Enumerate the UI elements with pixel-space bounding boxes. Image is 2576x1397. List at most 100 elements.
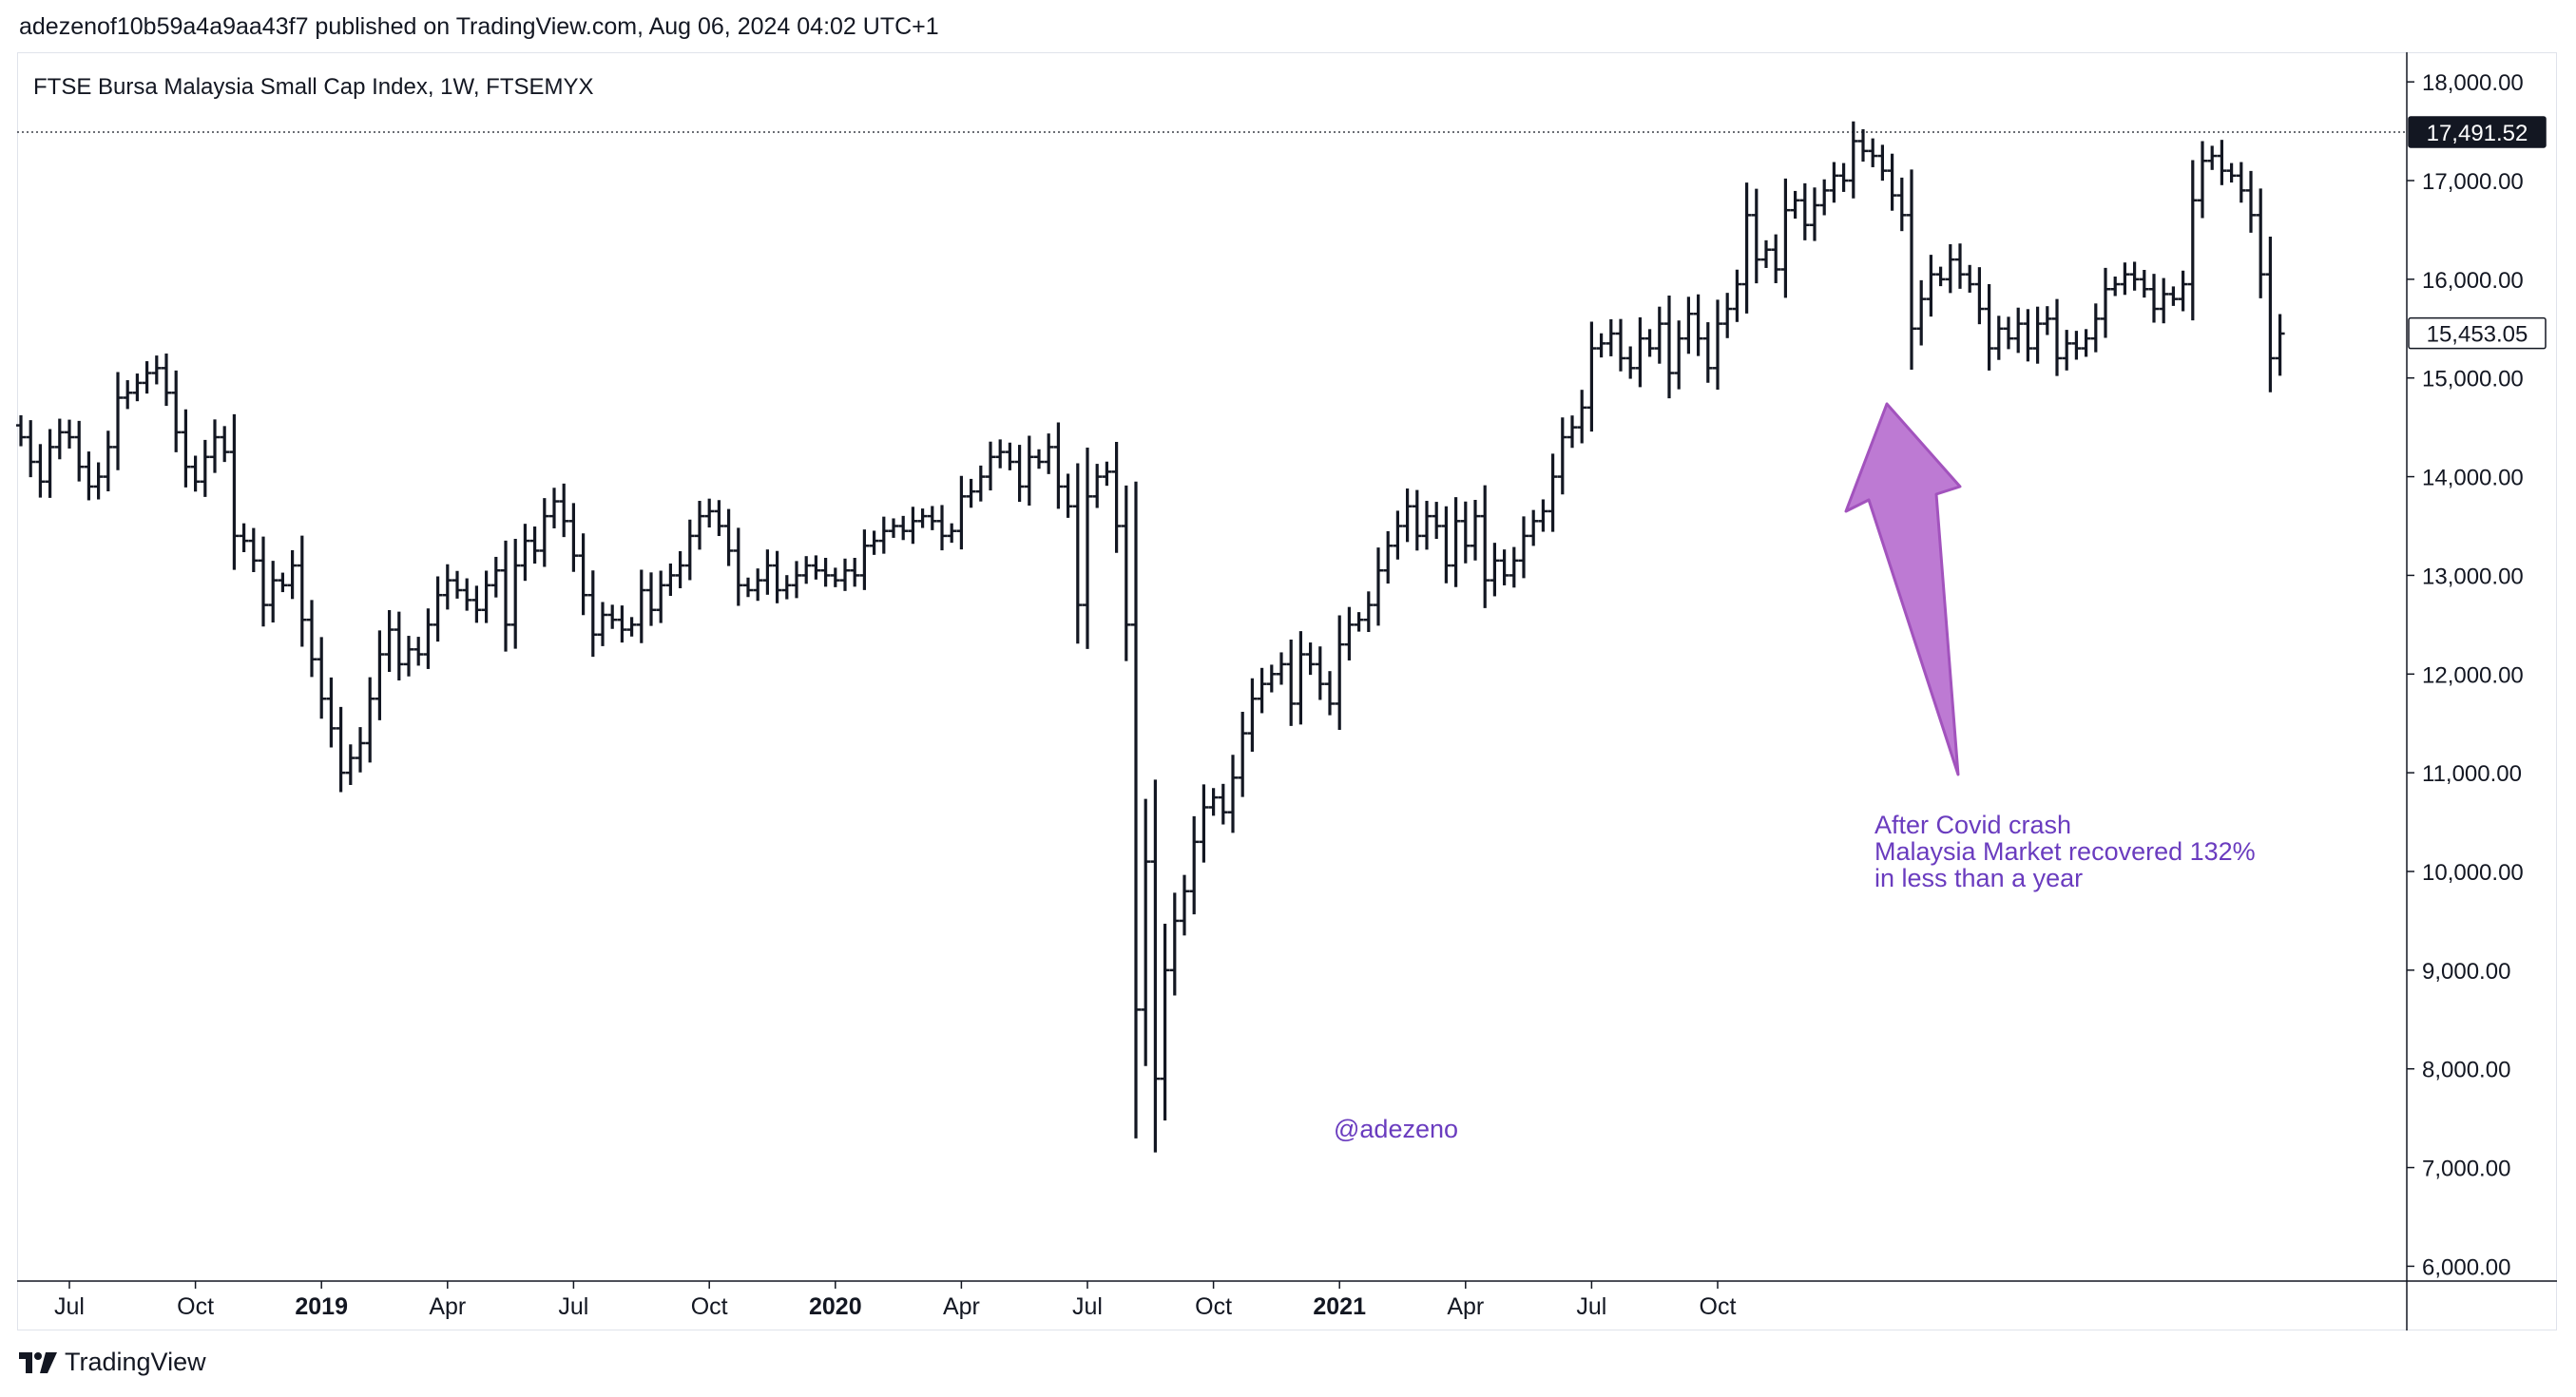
price-bar [1528,509,1539,546]
price-bar [1838,163,1849,192]
price-bar [229,413,240,570]
price-bar [103,431,113,492]
price-bar [365,677,375,763]
price-bar [1557,417,1567,495]
price-bar [1131,481,1141,1139]
time-tick-label: 2019 [295,1293,348,1320]
time-tick-label: Oct [1195,1293,1232,1320]
price-bar [1141,798,1151,1066]
price-bar [859,529,870,590]
price-bar [549,488,559,528]
price-bar [1014,445,1025,503]
price-bar [200,439,210,497]
price-bar [636,569,646,643]
price-axis[interactable]: 6,000.00 7,000.00 8,000.00 9,000.00 10,000.0… [2407,70,2524,1280]
price-bar [375,630,385,720]
price-bar [956,475,967,550]
price-bar [733,527,743,606]
time-tick-label: Jul [1576,1293,1606,1320]
price-bar [65,419,74,449]
price-bar [578,533,588,616]
covid-recovery-note-line-1: After Covid crash [1874,811,2072,839]
price-bar [626,617,637,637]
price-bar [1810,187,1819,241]
price-tick-label: 14,000.00 [2422,466,2524,491]
price-bar [317,637,327,719]
covid-recovery-note-line-2: Malaysia Market recovered 132% [1874,837,2256,866]
price-bar [1935,266,1946,287]
price-bar [1218,783,1228,825]
price-bar [2256,188,2266,298]
time-tick-label: Jul [558,1293,588,1320]
price-bar [2217,140,2227,185]
price-bar [1102,461,1112,487]
price-bar [714,500,724,537]
price-bar [878,516,889,554]
price-bar [2032,306,2043,364]
price-bar [1635,316,1645,388]
price-bar [1538,499,1548,532]
last-price-label: 15,453.05 [2408,316,2547,350]
price-bar [190,455,201,492]
price-bar [559,483,569,538]
price-bar [753,568,763,602]
price-bar [84,451,94,501]
price-bar [587,570,598,658]
price-bar [356,727,365,773]
price-bar [792,561,801,599]
price-bar [1974,267,1985,325]
price-bar [307,600,317,678]
svg-text:15,453.05: 15,453.05 [2427,322,2528,348]
time-axis[interactable]: Jul Oct 2019 Apr Jul Oct 2020 Apr Jul Oct 2021 Apr J… [54,1281,1736,1320]
price-bar [1896,177,1907,232]
price-bar [598,602,607,646]
price-bar [413,637,424,666]
high-price-label: 17,491.52 [2408,116,2547,148]
price-bar [1266,664,1277,693]
price-tick-label: 15,000.00 [2422,367,2524,392]
price-bar [1799,182,1810,240]
time-tick-label: 2021 [1313,1293,1366,1320]
price-bar [607,604,618,629]
tradingview-logo-icon [19,1351,57,1373]
price-bar [113,372,123,470]
price-bar [1422,501,1432,550]
price-bar [1644,329,1655,357]
price-bar [2178,270,2188,312]
price-bar [1228,755,1238,833]
price-bar [1907,169,1916,371]
price-tick-label: 11,000.00 [2422,761,2522,787]
price-bar [1412,489,1422,551]
price-bar [1664,296,1674,399]
price-bar [1858,129,1868,163]
price-bar [1277,652,1286,685]
price-bar [986,441,995,491]
price-bar [1829,162,1839,203]
price-bar [743,577,753,598]
price-bar [2129,261,2140,291]
price-bar [1877,144,1888,182]
price-bar [151,355,162,385]
price-bar [1111,441,1122,553]
time-tick-label: Apr [429,1293,466,1320]
price-bar [820,557,831,587]
footer[interactable]: TradingView [19,1348,206,1377]
price-bar [181,409,191,488]
price-bar [1965,264,1975,293]
price-bar [132,373,143,402]
price-bar [510,539,521,649]
price-bar [2159,277,2169,324]
price-bar [2071,331,2082,360]
covid-recovery-note: After Covid crash Malaysia Market recove… [1874,812,2256,891]
price-bar [1044,433,1054,474]
price-bar [2120,262,2130,296]
price-bar [278,572,288,593]
price-bar [2226,163,2237,183]
price-bar [850,557,860,587]
price-tick-label: 16,000.00 [2422,268,2524,294]
price-tick-label: 18,000.00 [2422,70,2524,96]
price-bar [16,414,26,447]
price-bar [1945,243,1955,294]
price-bar [2013,307,2024,354]
